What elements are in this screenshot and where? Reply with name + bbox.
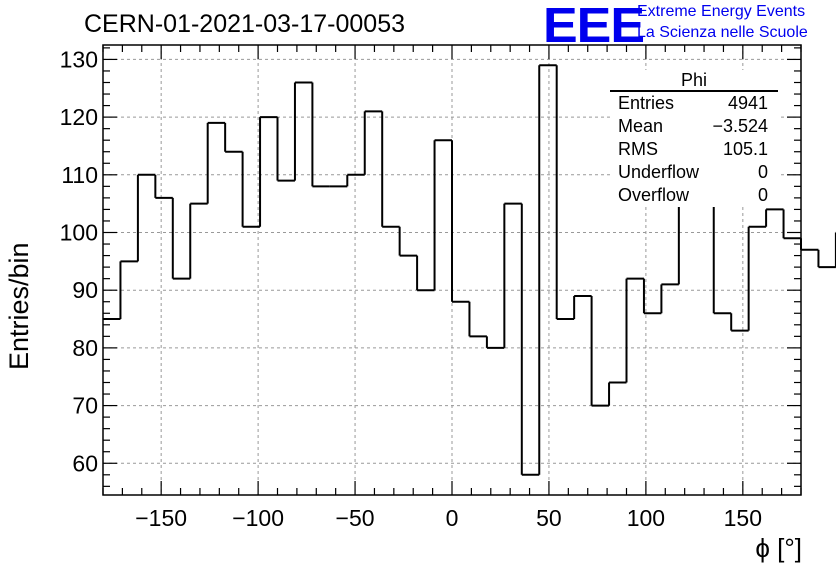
x-tick-label: −50 — [336, 505, 375, 531]
stats-value: 4941 — [727, 93, 768, 113]
stats-value: 105.1 — [722, 139, 768, 159]
stats-label: Mean — [618, 116, 664, 136]
x-axis-ticks: −150 −100 −50 0 50 100 150 — [102, 45, 802, 531]
y-tick-label: 100 — [60, 220, 98, 246]
y-tick-label: 60 — [72, 450, 98, 476]
y-tick-label: 90 — [72, 277, 98, 303]
logo-caption-1: Extreme Energy Events — [637, 3, 806, 20]
y-tick-label: 130 — [60, 46, 98, 72]
stats-row-entries: Entries 4941 — [610, 92, 778, 115]
eee-logo: EEE — [543, 0, 645, 54]
x-tick-label: 150 — [724, 505, 762, 531]
x-tick-label: −150 — [135, 505, 187, 531]
stats-row-underflow: Underflow 0 — [610, 161, 778, 184]
x-tick-label: 0 — [446, 505, 459, 531]
stats-title: Phi — [610, 70, 778, 92]
stats-label: Entries — [618, 93, 675, 113]
stats-label: Overflow — [618, 185, 690, 205]
x-tick-label: 100 — [627, 505, 665, 531]
y-tick-label: 110 — [61, 162, 98, 188]
stats-value: −3.524 — [712, 116, 768, 136]
logo-caption-2: La Scienza nelle Scuole — [637, 24, 808, 41]
y-axis-ticks: 60 70 80 90 100 110 120 130 — [60, 46, 801, 487]
x-tick-label: 50 — [536, 505, 562, 531]
y-axis-label: Entries/bin — [4, 242, 34, 370]
x-tick-label: −100 — [232, 505, 284, 531]
x-axis-label: ϕ [°] — [755, 533, 802, 563]
stats-row-mean: Mean −3.524 — [610, 115, 778, 138]
y-tick-label: 70 — [72, 393, 98, 419]
stats-label: RMS — [618, 139, 658, 159]
stats-row-overflow: Overflow 0 — [610, 184, 778, 207]
y-tick-label: 120 — [60, 104, 98, 130]
stats-box: Phi Entries 4941 Mean −3.524 RMS 105.1 U… — [610, 70, 778, 207]
stats-label: Underflow — [618, 162, 700, 182]
y-tick-label: 80 — [72, 335, 98, 361]
stats-value: 0 — [757, 162, 768, 182]
stats-value: 0 — [757, 185, 768, 205]
chart-title: CERN-01-2021-03-17-00053 — [84, 10, 406, 38]
stats-row-rms: RMS 105.1 — [610, 138, 778, 161]
